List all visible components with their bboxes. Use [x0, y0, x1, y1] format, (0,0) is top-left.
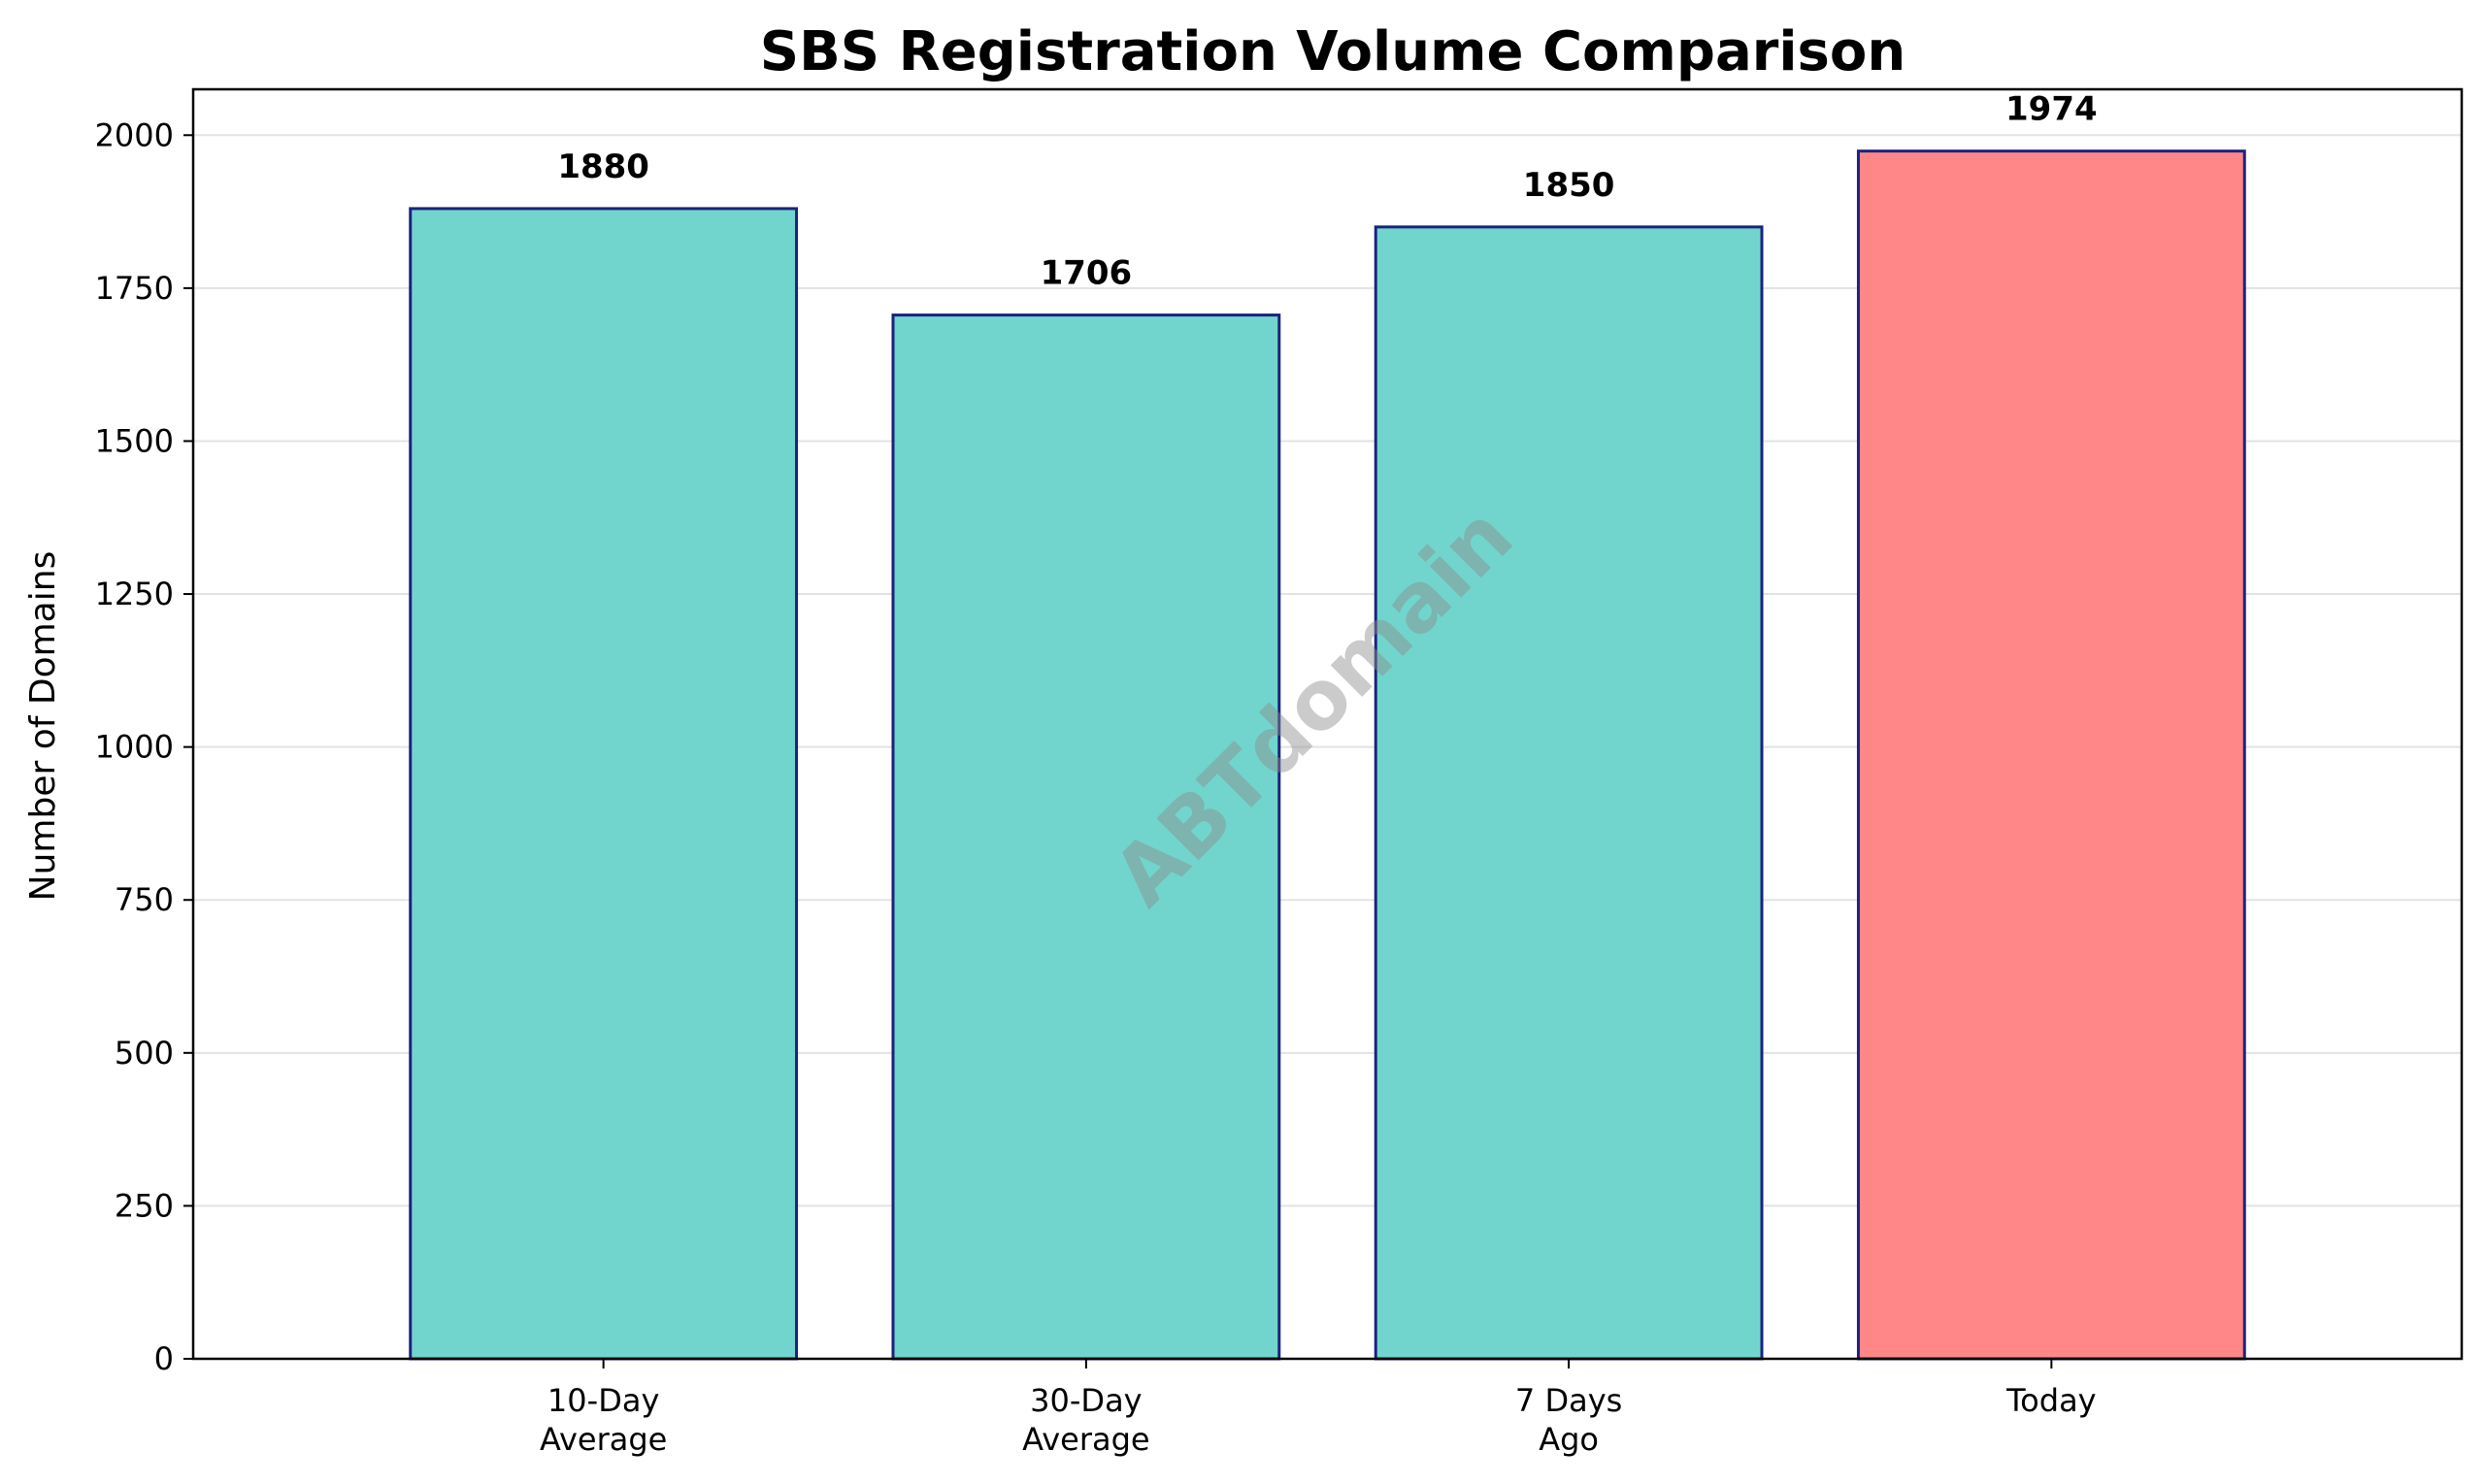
bar: [409, 207, 799, 1361]
y-tick-label: 750: [115, 881, 174, 918]
y-tick-label: 1500: [95, 422, 174, 459]
x-tick-label-line: Average: [540, 1421, 667, 1458]
x-tick-label-line: Today: [2005, 1382, 2097, 1419]
x-tick-label: 10-Day Average: [540, 1382, 667, 1458]
bar: [1856, 149, 2246, 1361]
bar: [1374, 225, 1764, 1361]
y-tick-label: 500: [115, 1035, 174, 1072]
y-tick-label: 0: [154, 1340, 174, 1377]
plot-frame: [191, 87, 2464, 1361]
y-tick-label: 1750: [95, 270, 174, 307]
data-labels: 1880 1706 1850 1974: [557, 90, 2097, 293]
y-tick-label: 1000: [95, 729, 174, 766]
x-tick-label: 7 Days Ago: [1515, 1382, 1622, 1458]
bar: [891, 313, 1281, 1361]
y-tick-label: 1250: [95, 576, 174, 612]
x-tick-label: Today: [2005, 1382, 2097, 1419]
y-tick-label: 2000: [95, 116, 174, 153]
x-tick-label-line: 7 Days: [1515, 1382, 1622, 1419]
x-tick-label-line: Average: [1022, 1421, 1149, 1458]
chart-title: SBS Registration Volume Comparison: [760, 20, 1905, 83]
data-label: 1706: [1041, 254, 1133, 293]
data-label: 1974: [2005, 90, 2098, 129]
y-tick-label: 250: [115, 1187, 174, 1224]
x-tick-label-line: 10-Day: [547, 1382, 659, 1419]
x-tick-label-line: Ago: [1539, 1421, 1599, 1458]
x-tick-label: 30-Day Average: [1022, 1382, 1149, 1458]
bars: [409, 149, 2246, 1361]
data-label: 1880: [557, 148, 649, 186]
data-label: 1850: [1523, 166, 1615, 205]
x-tick-label-line: 30-Day: [1030, 1382, 1142, 1419]
y-axis-label: Number of Domains: [23, 551, 63, 902]
